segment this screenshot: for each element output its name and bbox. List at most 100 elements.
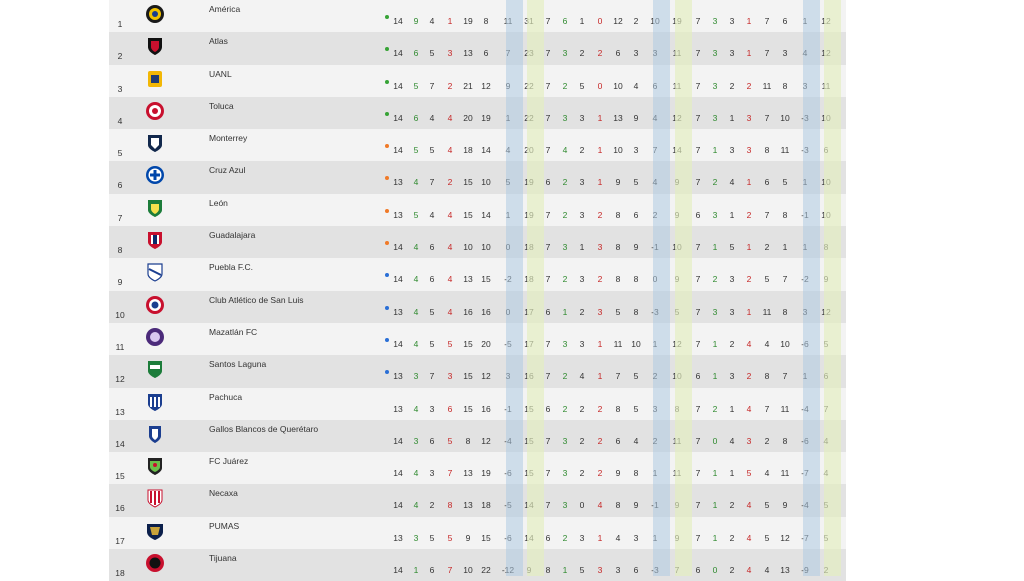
team-name[interactable]: León — [209, 197, 228, 208]
team-name[interactable]: Tijuana — [209, 553, 237, 564]
table-row[interactable]: 13 Pachuca 13 4 3 6 15 16 -1 15 6 2 2 2 8 5 3 8 7 2 1 4 7 11 -4 7 — [109, 387, 846, 420]
team-name[interactable]: Atlas — [209, 36, 228, 47]
position: 10 — [115, 309, 125, 320]
table-row[interactable]: 5 Monterrey 14 5 5 4 18 14 4 20 7 4 2 1 10 3 7 14 7 1 3 3 8 11-… — [109, 129, 846, 162]
away-won-cell: 3 — [712, 80, 718, 91]
position: 8 — [117, 245, 123, 256]
table-row[interactable]: 8 Guadalajara 14 4 6 4 10 10 0 18 7 3 1 3 8 9 -1 10 7 1 5 1 2 1… — [109, 226, 846, 259]
won-cell: 4 — [413, 242, 419, 253]
team-name[interactable]: Necaxa — [209, 488, 238, 499]
team-name[interactable]: Cruz Azul — [209, 165, 246, 176]
team-name[interactable]: FC Juárez — [209, 456, 249, 467]
away-ga-cell: 7 — [782, 371, 788, 382]
won-cell: 4 — [413, 403, 419, 414]
away-played-cell: 7 — [695, 435, 701, 446]
away-drawn-cell: 1 — [729, 468, 735, 479]
position: 12 — [115, 374, 125, 385]
home-lost-cell: 2 — [597, 468, 603, 479]
qualification-dot-icon — [385, 337, 389, 342]
table-row[interactable]: 1 América 14 9 4 1 19 8 11 31 7 6 1 0 12 2 10 19 7 3 3 1 7 6 1 12 — [109, 0, 846, 33]
away-lost-cell: 2 — [746, 274, 752, 285]
home-ga-cell: 6 — [633, 565, 639, 576]
lost-cell: 5 — [447, 338, 453, 349]
table-row[interactable]: 12 Santos Laguna 13 3 7 3 15 12 3 16 7 2 4 1 7 5 2 10 6 1 3 2… — [109, 355, 846, 388]
cruz-azul-logo — [145, 165, 165, 185]
table-row[interactable]: 3 UANL 14 5 7 2 21 12 9 22 7 2 5 0 10 4 6 11 7 3 2 2 11 8 3 11 — [109, 64, 846, 97]
home-drawn-cell: 3 — [579, 177, 585, 188]
team-name[interactable]: Pachuca — [209, 391, 243, 402]
away-pts-cell: 5 — [823, 532, 829, 543]
home-pts-cell: 11 — [672, 435, 682, 446]
team-name[interactable]: PUMAS — [209, 520, 240, 531]
team-name[interactable]: Toluca — [209, 100, 234, 111]
position: 14 — [115, 438, 125, 449]
team-name[interactable]: América — [209, 4, 241, 14]
team-name[interactable]: Gallos Blancos de Querétaro — [209, 423, 319, 434]
table-row[interactable]: 16 Necaxa 14 4 2 8 13 18 -5 14 7 3 0 4 8 9 -1 9 7 1 2 4 5 9 -4 5 — [109, 484, 846, 517]
played-cell: 14 — [393, 112, 403, 123]
home-pts-cell: 7 — [674, 565, 680, 576]
home-ga-cell: 4 — [633, 80, 639, 91]
away-played-cell: 7 — [695, 338, 701, 349]
lost-cell: 7 — [447, 565, 453, 576]
table-row[interactable]: 10 Club Atlético de San Luis 13 4 5 4 16 16 0 17 6… — [109, 290, 846, 323]
position: 7 — [117, 212, 123, 223]
table-row[interactable]: 14 Gallos Blancos de Querétaro 14 3 6 5 8 12 -4 1… — [109, 419, 846, 453]
drawn-cell: 2 — [429, 500, 435, 511]
played-cell: 14 — [393, 80, 403, 91]
table-row[interactable]: 11 Mazatlán FC 14 4 5 5 15 20 -5 17 7 3 3 1 11 10 1 12 7 1 2… — [109, 322, 846, 356]
away-won-cell: 1 — [712, 242, 718, 253]
position: 15 — [115, 471, 125, 482]
home-played-cell: 6 — [545, 177, 551, 188]
table-row[interactable]: 6 Cruz Azul 13 4 7 2 15 10 5 19 6 2 3 1 9 5 4 9 7 2 4 1 6 5 1 10 — [109, 161, 846, 194]
drawn-cell: 4 — [429, 112, 435, 123]
table-row[interactable]: 18 Tijuana 14 1 6 7 10 22 -12 9 8 1 5 3 3 6 -3 7 6 0 2 4 4 13 -9… — [109, 549, 846, 581]
played-cell: 14 — [393, 242, 403, 253]
home-played-cell: 7 — [545, 338, 551, 349]
lost-cell: 7 — [447, 468, 453, 479]
home-played-cell: 6 — [545, 306, 551, 317]
away-ga-cell: 8 — [782, 306, 788, 317]
home-ga-cell: 5 — [633, 177, 639, 188]
home-gd-cell: -1 — [651, 242, 659, 253]
qualification-dot-icon — [385, 241, 389, 246]
gd-cell: 11 — [503, 16, 513, 26]
table-row[interactable]: 9 Puebla F.C. 14 4 6 4 13 15 -2 18 7 2 3 2 8 8 0 9 7 2 3 2 5 7-… — [109, 258, 846, 291]
away-won-cell: 3 — [712, 306, 718, 317]
away-drawn-cell: 3 — [729, 145, 735, 156]
away-lost-cell: 1 — [746, 242, 752, 253]
played-cell: 14 — [393, 435, 403, 446]
won-cell: 4 — [413, 500, 419, 511]
queretaro-logo — [145, 424, 165, 444]
away-played-cell: 7 — [695, 403, 701, 414]
table-row[interactable]: 17 PUMAS 13 3 5 5 9 15 -6 14 6 2 3 1 4 3 1 9 7 1 2 4 5 12 -7 5 — [109, 516, 846, 550]
table-row[interactable]: 4 Toluca 14 6 4 4 20 19 1 22 7 3 3 1 13 9 4 12 7 3 1 3 7 10 -3 10 — [109, 96, 846, 130]
away-drawn-cell: 1 — [729, 112, 735, 123]
home-won-cell: 3 — [562, 242, 568, 253]
team-name[interactable]: UANL — [209, 68, 232, 79]
team-name[interactable]: Club Atlético de San Luis — [209, 294, 304, 305]
home-lost-cell: 3 — [597, 306, 603, 317]
team-name[interactable]: Puebla F.C. — [209, 262, 253, 273]
home-drawn-cell: 3 — [579, 338, 585, 349]
table-row[interactable]: 2 Atlas 14 6 5 3 13 6 7 23 7 3 2 2 6 3 3 11 7 3 3 1 7 3 4 12 — [109, 32, 846, 65]
table-row[interactable]: 7 León 13 5 4 4 15 14 1 19 7 2 3 2 8 6 2 9 6 3 1 2 7 8 -1 10 — [109, 193, 846, 227]
pts-cell: 9 — [526, 565, 532, 576]
home-played-cell: 7 — [545, 80, 551, 91]
team-name[interactable]: Mazatlán FC — [209, 326, 258, 337]
table-row[interactable]: 15 FC Juárez 14 4 3 7 13 19 -6 15 7 3 2 2 9 8 1 11 7 1 1 5 4 11… — [109, 452, 846, 485]
home-gf-cell: 8 — [615, 274, 621, 285]
away-pts-cell: 11 — [821, 80, 831, 91]
team-name[interactable]: Guadalajara — [209, 230, 256, 241]
tijuana-logo — [145, 553, 165, 573]
team-name[interactable]: Monterrey — [209, 133, 248, 144]
away-lost-cell: 1 — [746, 306, 752, 317]
won-cell: 3 — [413, 371, 419, 382]
away-gf-cell: 5 — [764, 532, 770, 543]
drawn-cell: 5 — [429, 306, 435, 317]
team-name[interactable]: Santos Laguna — [209, 359, 267, 370]
home-pts-cell: 10 — [672, 242, 682, 253]
away-lost-cell: 2 — [746, 371, 752, 382]
position: 11 — [115, 341, 125, 352]
won-cell: 4 — [413, 274, 419, 285]
